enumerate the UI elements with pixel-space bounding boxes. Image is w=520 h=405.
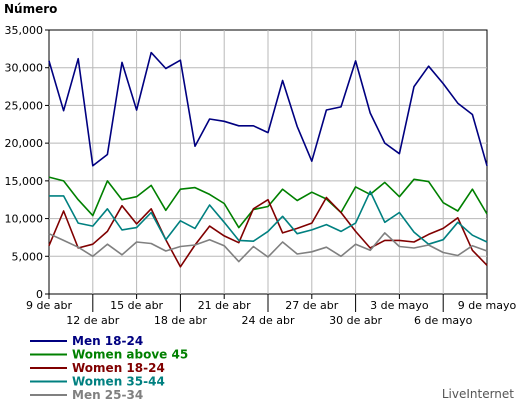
y-tick-label: 20,000 [5,137,44,150]
x-tick-label: 9 de abr [26,299,72,312]
x-tick-label: 24 de abr [242,314,295,327]
series-line [48,51,488,167]
series-line [48,232,488,263]
y-tick-label: 25,000 [5,99,44,112]
x-tick-label: 6 de mayo [414,314,473,327]
x-tick-label: 15 de abr [110,299,163,312]
y-tick-label: 0 [36,288,43,301]
y-axis-title: Número [4,2,58,16]
legend-label: Men 25-34 [72,388,143,402]
x-tick-label: 21 de abr [198,299,251,312]
y-tick-label: 10,000 [5,213,44,226]
legend-label: Men 18-24 [72,334,143,348]
series-line [48,196,488,268]
y-tick-label: 15,000 [5,175,44,188]
legend-label: Women 35-44 [72,375,165,389]
legend-label: Women above 45 [72,348,188,362]
y-tick-label: 35,000 [5,24,44,37]
x-tick-label: 9 de mayo [458,299,517,312]
x-tick-label: 3 de mayo [370,299,429,312]
x-tick-label: 30 de abr [329,314,382,327]
y-tick-label: 30,000 [5,62,44,75]
series-line [48,176,488,229]
x-tick-label: 12 de abr [66,314,119,327]
series-lines [48,51,488,268]
credit-label: LiveInternet [441,387,514,401]
axes: 0 5,000 10,000 15,000 20,000 25,000 30,000 35,0… [5,24,517,327]
x-tick-label: 18 de abr [154,314,207,327]
legend-label: Women 18-24 [72,361,165,375]
series-line [49,190,488,245]
x-tick-label: 27 de abr [285,299,338,312]
y-tick-label: 5,000 [12,250,44,263]
